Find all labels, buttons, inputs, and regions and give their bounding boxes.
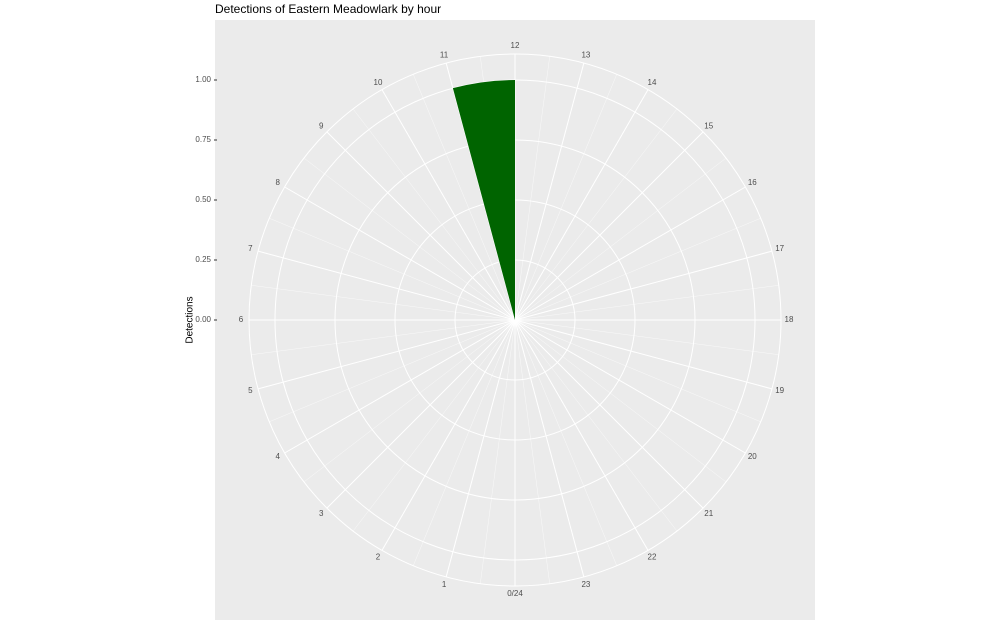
x-tick-label: 16 bbox=[748, 178, 757, 187]
grid-line bbox=[257, 250, 516, 321]
grid-line bbox=[445, 319, 516, 578]
y-tick-label: 0.25 bbox=[195, 255, 211, 264]
x-tick-label: 2 bbox=[376, 552, 381, 561]
x-tick-label: 17 bbox=[775, 244, 784, 253]
x-tick-label: 15 bbox=[704, 121, 713, 130]
grid-line bbox=[514, 319, 773, 390]
x-tick-label: 9 bbox=[319, 121, 324, 130]
minor-grid-line bbox=[412, 74, 516, 321]
minor-grid-line bbox=[251, 319, 516, 355]
minor-grid-line bbox=[303, 319, 516, 483]
x-tick-label: 7 bbox=[248, 244, 253, 253]
y-tick-label: 0.50 bbox=[195, 195, 211, 204]
minor-grid-line bbox=[514, 319, 779, 355]
minor-grid-line bbox=[514, 319, 761, 423]
x-tick-label: 23 bbox=[581, 580, 590, 589]
grid-line bbox=[514, 131, 704, 321]
grid-line bbox=[514, 319, 585, 578]
grid-line bbox=[514, 319, 704, 509]
minor-grid-line bbox=[514, 157, 727, 321]
minor-grid-line bbox=[514, 319, 727, 483]
chart-title: Detections of Eastern Meadowlark by hour bbox=[215, 2, 441, 16]
grid-line bbox=[284, 186, 516, 321]
minor-grid-line bbox=[514, 74, 618, 321]
grid-line bbox=[284, 319, 516, 454]
minor-grid-line bbox=[303, 157, 516, 321]
grid-line bbox=[326, 319, 516, 509]
x-tick-label: 0/24 bbox=[507, 589, 523, 598]
x-tick-label: 3 bbox=[319, 509, 324, 518]
x-tick-label: 10 bbox=[374, 78, 383, 87]
minor-grid-line bbox=[251, 285, 516, 321]
grid-line bbox=[257, 319, 516, 390]
minor-grid-line bbox=[514, 56, 550, 321]
minor-grid-line bbox=[514, 285, 779, 321]
minor-grid-line bbox=[514, 319, 678, 532]
x-tick-label: 18 bbox=[785, 315, 794, 324]
x-tick-label: 19 bbox=[775, 386, 784, 395]
x-tick-label: 4 bbox=[275, 452, 280, 461]
x-tick-label: 8 bbox=[275, 178, 280, 187]
grid-line bbox=[381, 89, 516, 321]
grid-line bbox=[514, 186, 746, 321]
y-tick-label: 0.00 bbox=[195, 315, 211, 324]
grid-line bbox=[326, 131, 516, 321]
grid-line bbox=[514, 250, 773, 321]
x-tick-label: 12 bbox=[511, 41, 520, 50]
grid-line bbox=[514, 319, 649, 551]
minor-grid-line bbox=[412, 319, 516, 566]
y-axis-title: Detections bbox=[185, 296, 196, 343]
minor-grid-line bbox=[352, 319, 516, 532]
minor-grid-line bbox=[269, 319, 516, 423]
x-tick-label: 5 bbox=[248, 386, 253, 395]
x-tick-label: 11 bbox=[440, 50, 449, 59]
y-tick-label: 0.75 bbox=[195, 135, 211, 144]
grid-line bbox=[514, 62, 585, 321]
x-tick-label: 1 bbox=[442, 580, 447, 589]
minor-grid-line bbox=[269, 217, 516, 321]
minor-grid-line bbox=[352, 108, 516, 321]
x-tick-label: 6 bbox=[239, 315, 244, 324]
grid-line bbox=[514, 319, 746, 454]
x-tick-label: 21 bbox=[704, 509, 713, 518]
x-tick-label: 13 bbox=[581, 50, 590, 59]
bar bbox=[452, 80, 515, 320]
minor-grid-line bbox=[514, 319, 618, 566]
minor-grid-line bbox=[514, 108, 678, 321]
y-tick-label: 1.00 bbox=[195, 75, 211, 84]
minor-grid-line bbox=[514, 217, 761, 321]
grid-line bbox=[514, 89, 649, 321]
grid-line bbox=[381, 319, 516, 551]
minor-grid-line bbox=[480, 319, 516, 584]
x-tick-label: 22 bbox=[648, 552, 657, 561]
x-tick-label: 20 bbox=[748, 452, 757, 461]
x-tick-label: 14 bbox=[648, 78, 657, 87]
minor-grid-line bbox=[514, 319, 550, 584]
